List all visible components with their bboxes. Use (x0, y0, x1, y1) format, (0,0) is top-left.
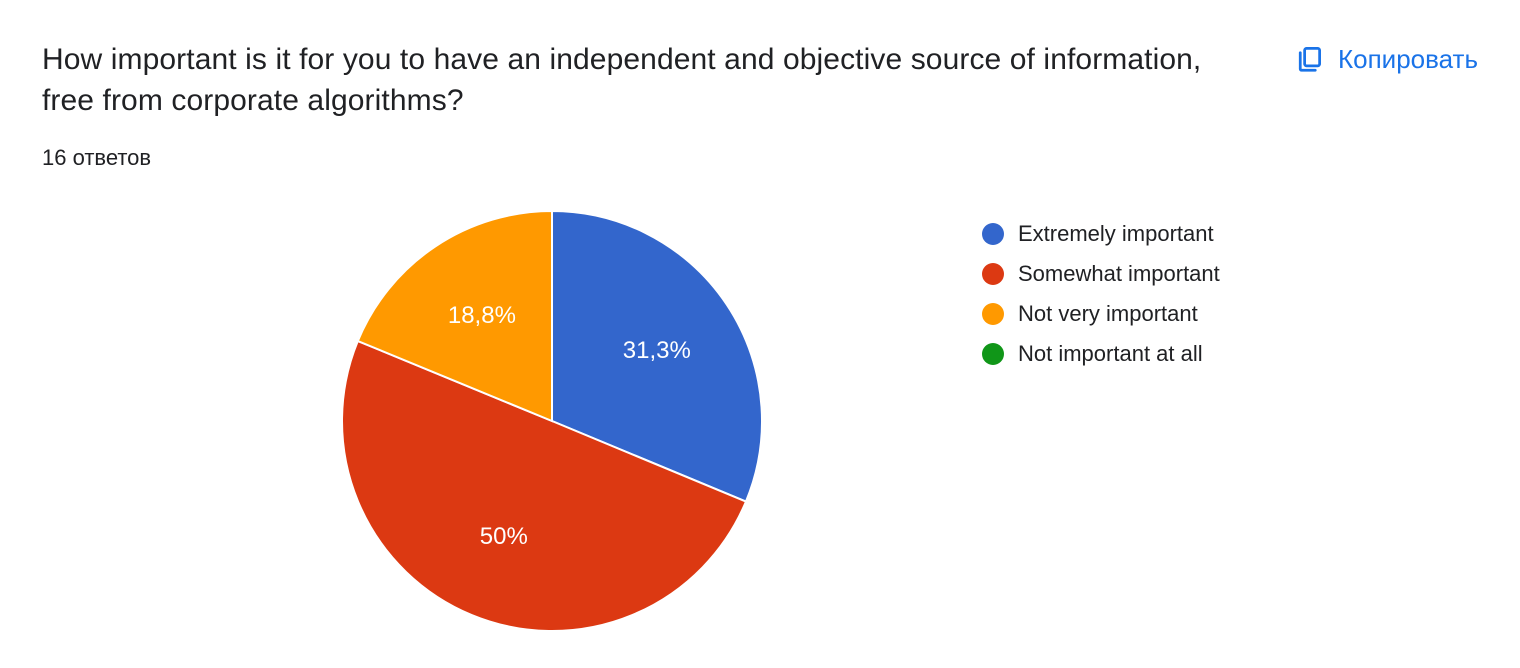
pie-slice-label: 50% (480, 523, 528, 551)
title-block: How important is it for you to have an i… (42, 40, 1222, 171)
legend-label: Not very important (1018, 301, 1198, 327)
copy-button[interactable]: Копировать (1294, 40, 1478, 74)
copy-icon (1294, 44, 1324, 74)
legend-swatch (982, 263, 1004, 285)
question-title: How important is it for you to have an i… (42, 40, 1222, 121)
pie-slice-label: 31,3% (623, 337, 691, 365)
chart-row: 31,3% 50% 18,8% Extremely important Somewha… (42, 211, 1478, 631)
pie-slice-label: 18,8% (448, 302, 516, 330)
legend-swatch (982, 223, 1004, 245)
legend-swatch (982, 343, 1004, 365)
legend-item[interactable]: Somewhat important (982, 261, 1220, 287)
pie-chart: 31,3% 50% 18,8% (342, 211, 762, 631)
legend-label: Not important at all (1018, 341, 1203, 367)
legend: Extremely important Somewhat important Not… (982, 221, 1220, 381)
copy-button-label: Копировать (1338, 46, 1478, 72)
header-row: How important is it for you to have an i… (42, 40, 1478, 171)
responses-count: 16 ответов (42, 145, 1222, 171)
legend-swatch (982, 303, 1004, 325)
legend-item[interactable]: Not very important (982, 301, 1220, 327)
legend-item[interactable]: Not important at all (982, 341, 1220, 367)
legend-label: Somewhat important (1018, 261, 1220, 287)
legend-item[interactable]: Extremely important (982, 221, 1220, 247)
legend-label: Extremely important (1018, 221, 1214, 247)
survey-question-card: How important is it for you to have an i… (0, 0, 1520, 668)
